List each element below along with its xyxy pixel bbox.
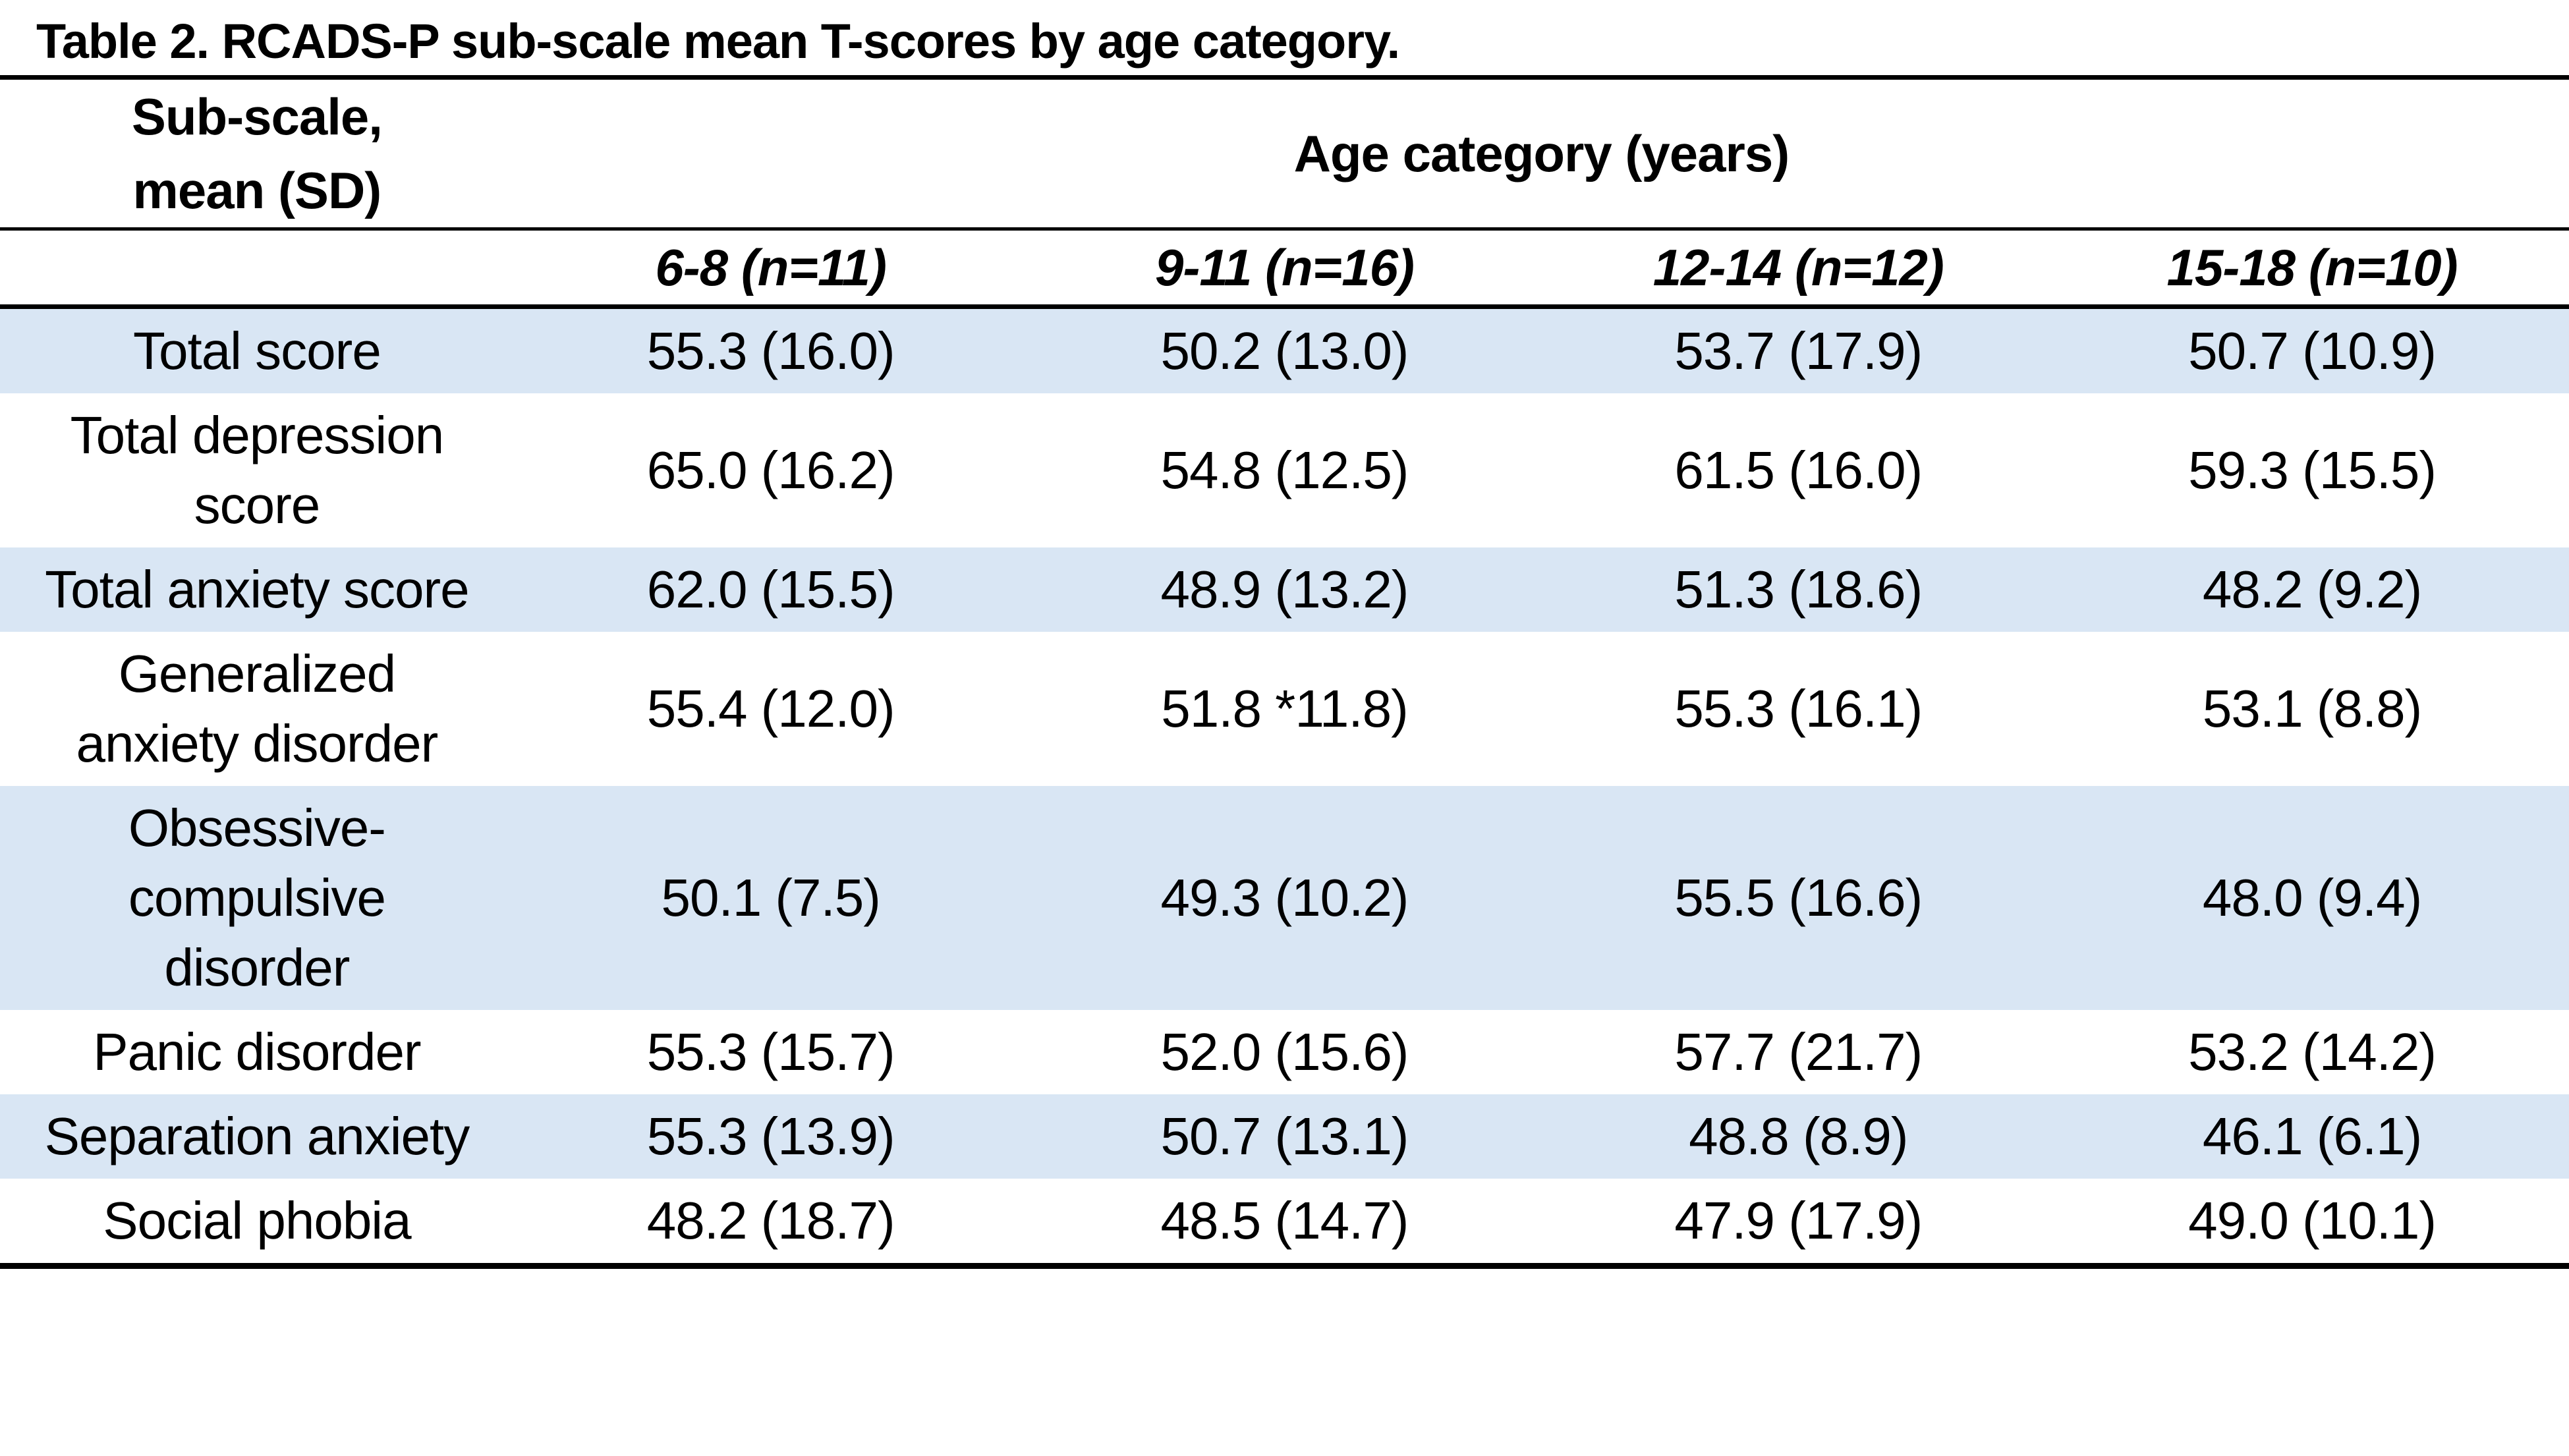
table-row-social-phobia: Social phobia 48.2 (18.7) 48.5 (14.7) 47…: [0, 1179, 2569, 1266]
header-row-top: Sub-scale, mean (SD) Age category (years…: [0, 77, 2569, 231]
table-header: Sub-scale, mean (SD) Age category (years…: [0, 77, 2569, 309]
value-cell: 55.4 (12.0): [646, 679, 895, 738]
value-cell: 48.2 (9.2): [2202, 560, 2422, 619]
table-row-total-anxiety: Total anxiety score 62.0 (15.5) 48.9 (13…: [0, 547, 2569, 632]
header-row-age-groups: 6-8 (n=11) 9-11 (n=16) 12-14 (n=12) 15-1…: [0, 229, 2569, 309]
row-label: Total anxiety score: [45, 560, 470, 619]
value-cell: 48.2 (18.7): [646, 1191, 895, 1250]
value-cell: 59.3 (15.5): [2188, 441, 2437, 499]
value-cell: 50.7 (13.1): [1160, 1107, 1409, 1165]
table-row-total-score: Total score 55.3 (16.0) 50.2 (13.0) 53.7…: [0, 306, 2569, 393]
value-cell: 57.7 (21.7): [1674, 1022, 1923, 1081]
value-cell: 50.7 (10.9): [2188, 322, 2437, 380]
row-label: Separation anxiety: [44, 1107, 470, 1165]
value-cell: 65.0 (16.2): [646, 441, 895, 499]
value-cell: 49.0 (10.1): [2188, 1191, 2437, 1250]
row-label: Obsessive- compulsive disorder: [128, 798, 386, 997]
value-cell: 48.0 (9.4): [2202, 868, 2422, 927]
value-cell: 55.3 (13.9): [646, 1107, 895, 1165]
table-title: Table 2. RCADS-P sub-scale mean T-scores…: [36, 14, 1400, 69]
value-cell: 50.2 (13.0): [1160, 322, 1409, 380]
value-cell: 62.0 (15.5): [646, 560, 895, 619]
row-label: Total depression score: [70, 406, 445, 534]
value-cell: 55.5 (16.6): [1674, 868, 1923, 927]
table-row-panic-disorder: Panic disorder 55.3 (15.7) 52.0 (15.6) 5…: [0, 1010, 2569, 1094]
value-cell: 47.9 (17.9): [1674, 1191, 1923, 1250]
value-cell: 53.7 (17.9): [1674, 322, 1923, 380]
table-row-total-depression: Total depression score 65.0 (16.2) 54.8 …: [0, 393, 2569, 547]
column-header-9-11: 9-11 (n=16): [1027, 229, 1542, 309]
value-cell: 61.5 (16.0): [1674, 441, 1923, 499]
value-cell: 48.9 (13.2): [1160, 560, 1409, 619]
rcads-table: Sub-scale, mean (SD) Age category (years…: [0, 75, 2569, 1269]
row-label: Generalized anxiety disorder: [76, 644, 439, 773]
value-cell: 51.8 *11.8): [1161, 679, 1408, 738]
column-header-6-8: 6-8 (n=11): [513, 229, 1028, 309]
table-row-separation-anxiety: Separation anxiety 55.3 (13.9) 50.7 (13.…: [0, 1094, 2569, 1179]
row-label: Total score: [132, 322, 381, 380]
blank-header-cell: [0, 229, 514, 309]
corner-header-subscale-mean-sd: Sub-scale, mean (SD): [0, 77, 514, 231]
value-cell: 55.3 (16.0): [646, 322, 895, 380]
value-cell: 48.8 (8.9): [1689, 1107, 1908, 1165]
value-cell: 46.1 (6.1): [2202, 1107, 2422, 1165]
value-cell: 53.2 (14.2): [2188, 1022, 2437, 1081]
value-cell: 52.0 (15.6): [1160, 1022, 1409, 1081]
age-category-span-header: Age category (years): [513, 77, 2569, 231]
value-cell: 49.3 (10.2): [1160, 868, 1409, 927]
row-label: Social phobia: [103, 1191, 411, 1250]
column-header-15-18: 15-18 (n=10): [2055, 229, 2569, 309]
table-row-obsessive-compulsive: Obsessive- compulsive disorder 50.1 (7.5…: [0, 786, 2569, 1010]
value-cell: 51.3 (18.6): [1674, 560, 1923, 619]
row-label: Panic disorder: [93, 1022, 421, 1081]
table-body: Total score 55.3 (16.0) 50.2 (13.0) 53.7…: [0, 306, 2569, 1266]
column-header-12-14: 12-14 (n=12): [1541, 229, 2056, 309]
value-cell: 55.3 (16.1): [1674, 679, 1923, 738]
table-row-generalized-anxiety: Generalized anxiety disorder 55.4 (12.0)…: [0, 632, 2569, 786]
value-cell: 55.3 (15.7): [646, 1022, 895, 1081]
value-cell: 48.5 (14.7): [1160, 1191, 1409, 1250]
value-cell: 53.1 (8.8): [2202, 679, 2422, 738]
value-cell: 54.8 (12.5): [1160, 441, 1409, 499]
value-cell: 50.1 (7.5): [661, 868, 880, 927]
